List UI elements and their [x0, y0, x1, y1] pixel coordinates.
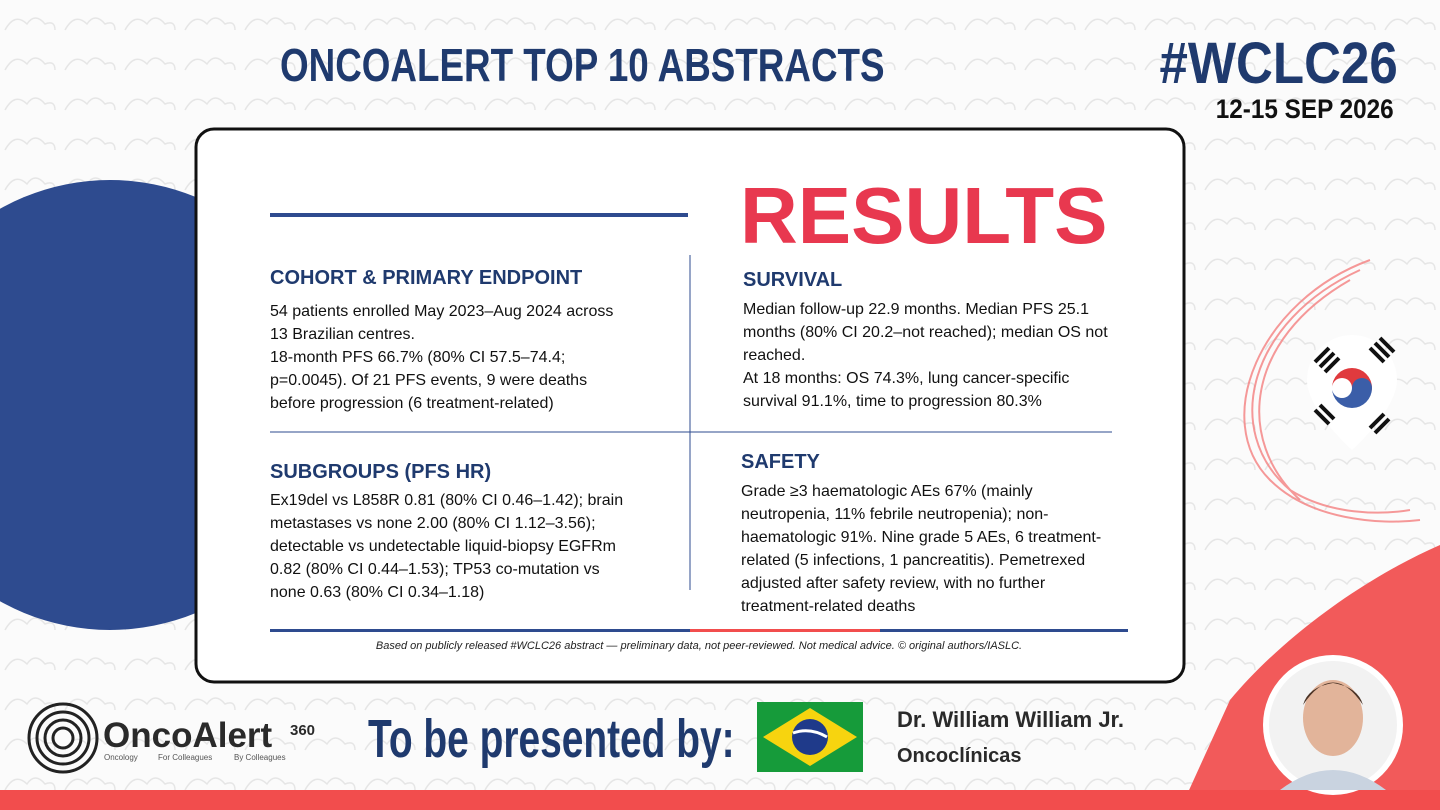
presented-label: To be presented by: [368, 709, 735, 769]
logo-tagline: Oncology [104, 753, 138, 762]
rule [270, 213, 688, 217]
results-heading: RESULTS [740, 171, 1108, 260]
section-body: Grade ≥3 haematologic AEs 67% (mainly ne… [741, 480, 1116, 618]
paragraph: Median follow-up 22.9 months. Median PFS… [743, 301, 1108, 364]
paragraph: At 18 months: OS 74.3%, lung cancer-spec… [743, 370, 1070, 410]
paragraph: 18-month PFS 66.7% (80% CI 57.5–74.4; p=… [270, 349, 588, 412]
title: ONCOALERT TOP 10 ABSTRACTS [280, 39, 885, 91]
presenter-name: Dr. William William Jr. [897, 707, 1125, 732]
bottom-bar [0, 790, 1440, 810]
section-title: SURVIVAL [743, 269, 843, 291]
hashtag: #WCLC26 [1159, 31, 1398, 96]
paragraph: Grade ≥3 haematologic AEs 67% (mainly ne… [741, 483, 1102, 615]
presenter-photo [1263, 655, 1403, 795]
brazil-flag [757, 702, 863, 772]
logo-name: OncoAlert [103, 716, 273, 755]
logo-tagline: By Colleagues [234, 753, 286, 762]
footnote: Based on publicly released #WCLC26 abstr… [375, 640, 1023, 652]
section-title: COHORT & PRIMARY ENDPOINT [270, 267, 583, 289]
section-body: Ex19del vs L858R 0.81 (80% CI 0.46–1.42)… [270, 489, 630, 604]
section-title: SUBGROUPS (PFS HR) [270, 461, 492, 483]
logo-mark [27, 702, 99, 774]
paragraph: 54 patients enrolled May 2023–Aug 2024 a… [270, 303, 614, 343]
paragraph: Ex19del vs L858R 0.81 (80% CI 0.46–1.42)… [270, 492, 624, 601]
logo-superscript: 360 [290, 722, 316, 739]
red-swirl [1243, 259, 1421, 523]
section-body: 54 patients enrolled May 2023–Aug 2024 a… [270, 300, 620, 415]
section-title: SAFETY [741, 451, 820, 473]
logo-tagline: For Colleagues [158, 753, 213, 762]
rule [690, 629, 880, 632]
section-body: Median follow-up 22.9 months. Median PFS… [743, 298, 1115, 413]
dates: 12-15 SEP 2026 [1216, 94, 1394, 124]
presenter-affiliation: Oncoclínicas [897, 745, 1022, 767]
korea-flag [1307, 335, 1397, 450]
